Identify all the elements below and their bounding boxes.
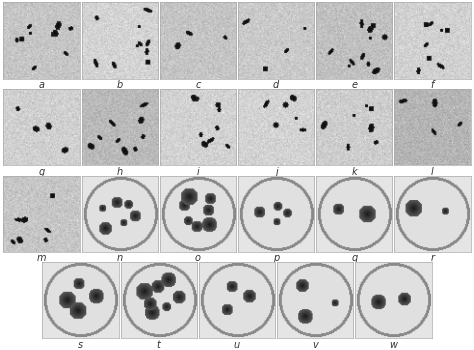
Text: d: d — [273, 80, 279, 90]
Text: a: a — [38, 80, 45, 90]
Text: f: f — [431, 80, 434, 90]
Text: k: k — [352, 167, 357, 177]
Text: h: h — [117, 167, 123, 177]
Text: q: q — [351, 253, 357, 263]
Text: j: j — [275, 167, 277, 177]
Text: s: s — [78, 340, 83, 350]
Text: r: r — [430, 253, 435, 263]
Text: e: e — [351, 80, 357, 90]
Text: l: l — [431, 167, 434, 177]
Text: g: g — [38, 167, 45, 177]
Text: m: m — [36, 253, 46, 263]
Text: u: u — [234, 340, 240, 350]
Text: i: i — [197, 167, 199, 177]
Text: t: t — [157, 340, 161, 350]
Text: o: o — [195, 253, 201, 263]
Text: p: p — [273, 253, 279, 263]
Text: w: w — [390, 340, 397, 350]
Text: b: b — [117, 80, 123, 90]
Text: c: c — [195, 80, 201, 90]
Text: n: n — [117, 253, 123, 263]
Text: v: v — [312, 340, 318, 350]
